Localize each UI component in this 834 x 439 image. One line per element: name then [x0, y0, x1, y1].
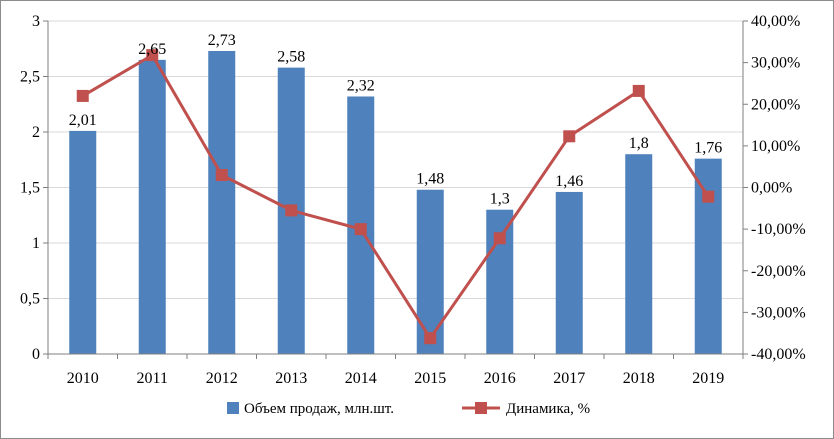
bar — [138, 59, 166, 354]
line-marker — [354, 223, 367, 236]
x-tick-label: 2010 — [67, 370, 99, 387]
y-right-tick-label: 30,00% — [751, 55, 800, 72]
line-marker — [76, 89, 89, 102]
x-tick-label: 2011 — [137, 370, 168, 387]
x-tick-label: 2015 — [414, 370, 446, 387]
legend: Объем продаж, млн.шт. Динамика, % — [227, 401, 590, 417]
bar-data-label: 2,73 — [208, 32, 236, 49]
legend-label-bars: Объем продаж, млн.шт. — [244, 401, 394, 417]
axes: 0 0,5 1 1,5 2 2,5 3 -40,00% -30,00% -20,00% -10,00… — [20, 13, 806, 387]
y-left-tick-label: 0 — [32, 346, 40, 363]
x-tick-label: 2017 — [553, 370, 585, 387]
y-left-tick-label: 0,5 — [20, 291, 40, 308]
bar-data-label: 2,01 — [69, 112, 97, 129]
bar — [486, 209, 514, 354]
bar-data-label: 1,76 — [694, 140, 722, 157]
bar — [555, 191, 583, 354]
line-marker — [424, 332, 437, 345]
y-right-tick-label: 0,00% — [751, 180, 792, 197]
y-right-tick-label: -10,00% — [751, 221, 806, 238]
x-tick-label: 2018 — [623, 370, 655, 387]
bar — [625, 154, 653, 354]
y-right-tick-label: -20,00% — [751, 263, 806, 280]
y-left-tick-label: 3 — [32, 13, 40, 30]
bar-data-label: 2,58 — [277, 49, 305, 66]
y-left-tick-label: 2,5 — [20, 69, 40, 86]
y-left-tick-label: 2 — [32, 124, 40, 141]
bar — [416, 189, 444, 354]
bar-data-label: 1,8 — [629, 135, 649, 152]
line-marker — [215, 169, 228, 182]
line-marker — [702, 190, 715, 203]
line-marker — [493, 232, 506, 245]
legend-marker-line — [475, 402, 487, 414]
bar-data-label: 1,48 — [416, 171, 444, 188]
bar-series — [69, 50, 722, 355]
legend-swatch-bars — [227, 402, 239, 414]
line-path — [81, 53, 710, 340]
data-labels: 2,01 2,65 2,73 2,58 2,32 1,48 1,3 1,46 1,8 1,76 — [69, 32, 723, 208]
x-tick-label: 2014 — [345, 370, 377, 387]
line-marker — [563, 130, 576, 143]
x-tick-label: 2012 — [206, 370, 238, 387]
bar-data-label: 2,32 — [347, 77, 375, 94]
bar-data-label: 1,3 — [490, 191, 510, 208]
y-left-tick-label: 1,5 — [20, 180, 40, 197]
bar — [208, 50, 236, 354]
x-tick-label: 2019 — [692, 370, 724, 387]
y-right-tick-label: 20,00% — [751, 96, 800, 113]
legend-label-line: Динамика, % — [506, 401, 590, 417]
bar — [69, 130, 97, 354]
bar — [694, 158, 722, 354]
y-right-tick-label: 40,00% — [751, 13, 800, 30]
line-marker — [285, 204, 298, 217]
line-marker — [632, 84, 645, 97]
bar-data-label: 1,46 — [555, 173, 583, 190]
line-marker — [146, 49, 159, 62]
y-right-tick-label: -30,00% — [751, 304, 806, 321]
line-series — [76, 49, 715, 345]
x-tick-label: 2016 — [484, 370, 516, 387]
y-left-tick-label: 1 — [32, 235, 40, 252]
x-tick-label: 2013 — [275, 370, 307, 387]
y-right-tick-label: -40,00% — [751, 346, 806, 363]
bar-data-label: 2,65 — [138, 41, 166, 58]
y-right-tick-label: 10,00% — [751, 138, 800, 155]
